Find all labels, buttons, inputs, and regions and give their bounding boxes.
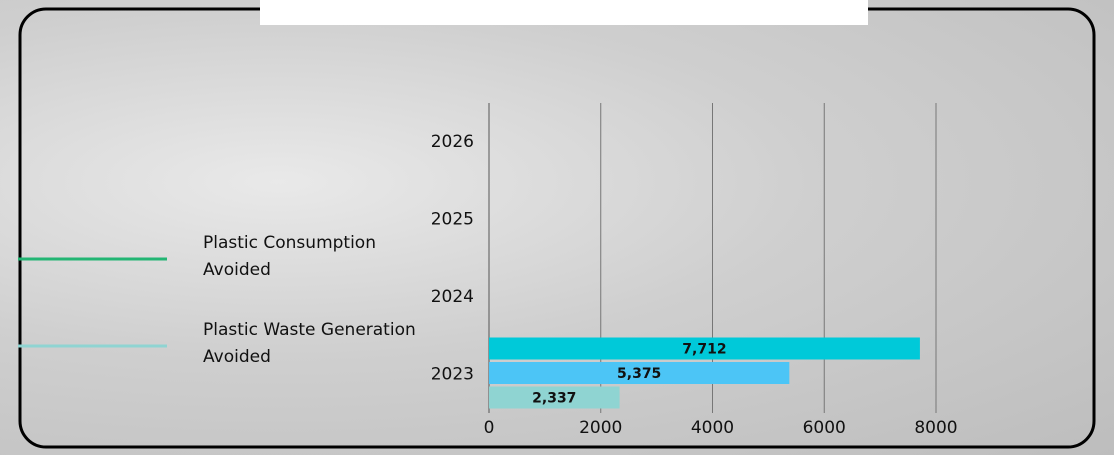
x-tick-label: 0 [484, 418, 495, 438]
x-tick-label: 2000 [579, 418, 622, 438]
x-tick-label: 8000 [914, 418, 957, 438]
bar [489, 386, 620, 409]
value-label: 7,712 [682, 342, 726, 358]
bar [489, 337, 920, 360]
legend-label: Plastic Waste Generation Avoided [203, 320, 416, 367]
y-tick-label: 2025 [431, 209, 474, 229]
header-box [260, 0, 868, 25]
y-tick-label: 2024 [431, 287, 474, 307]
x-tick-label: 4000 [691, 418, 734, 438]
value-label: 2,337 [532, 391, 576, 407]
y-tick-label: 2026 [431, 132, 474, 152]
x-tick-label: 6000 [803, 418, 846, 438]
value-label: 5,375 [617, 366, 661, 382]
bar [489, 362, 790, 384]
legend-label: Plastic Consumption Avoided [203, 233, 376, 280]
y-tick-label: 2023 [431, 364, 474, 384]
